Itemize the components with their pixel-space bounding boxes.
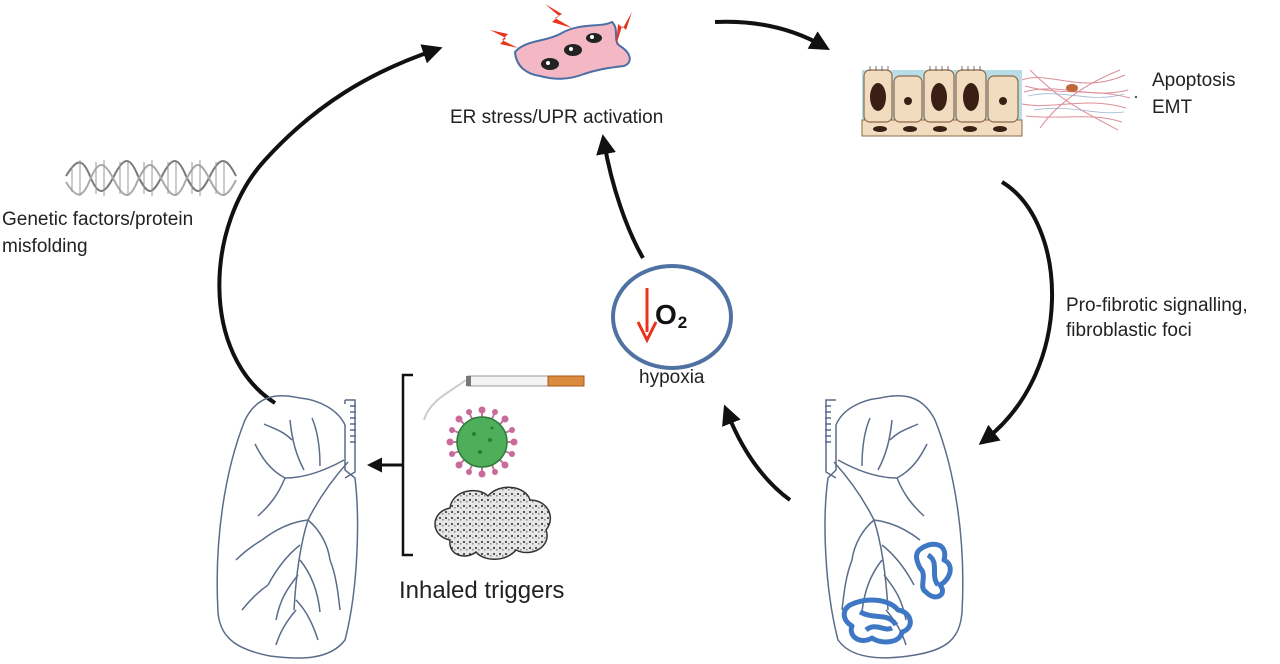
inhaled-triggers-label: Inhaled triggers [399, 577, 565, 604]
lightning-icon [490, 30, 518, 48]
lightning-icon [616, 12, 632, 46]
genetic-factors-label: Genetic factors/protein [2, 209, 194, 230]
fibrotic-lung-illustration [824, 394, 964, 659]
arrow-hypoxia-to-er [596, 134, 645, 259]
fibroblastic-foci-label: fibroblastic foci [1066, 320, 1192, 341]
misfolding-label: misfolding [2, 236, 88, 257]
arrow-fibrotic-lung-to-hypoxia [722, 404, 792, 502]
hypoxia-circle [611, 264, 733, 370]
o2-symbol: O [655, 299, 677, 330]
fibrotic-foci [841, 541, 953, 645]
arrow-lung-to-er [217, 44, 443, 405]
epithelium-emt-illustration [861, 66, 1138, 137]
o2-subscript: 2 [677, 313, 688, 332]
apoptosis-label: Apoptosis [1152, 70, 1236, 91]
o2-label: O2 [655, 299, 688, 332]
down-arrow-icon [636, 288, 658, 344]
er-stressed-cell-illustration [490, 4, 632, 80]
lightning-icon [545, 4, 572, 28]
er-stress-label: ER stress/UPR activation [450, 107, 664, 128]
hypoxia-label: hypoxia [639, 367, 705, 388]
triggers-bracket [396, 373, 413, 557]
arrow-apoptosis-to-profibrotic [978, 180, 1055, 445]
profibrotic-label: Pro-fibrotic signalling, [1066, 295, 1248, 316]
particulate-cloud-icon [434, 486, 551, 560]
cigarette-icon [423, 375, 585, 421]
arrow-er-to-apoptosis [714, 19, 830, 50]
healthy-lung-illustration [216, 394, 359, 659]
dna-helix-illustration [65, 160, 237, 196]
emt-label: EMT [1152, 97, 1193, 118]
virus-icon [446, 406, 518, 478]
